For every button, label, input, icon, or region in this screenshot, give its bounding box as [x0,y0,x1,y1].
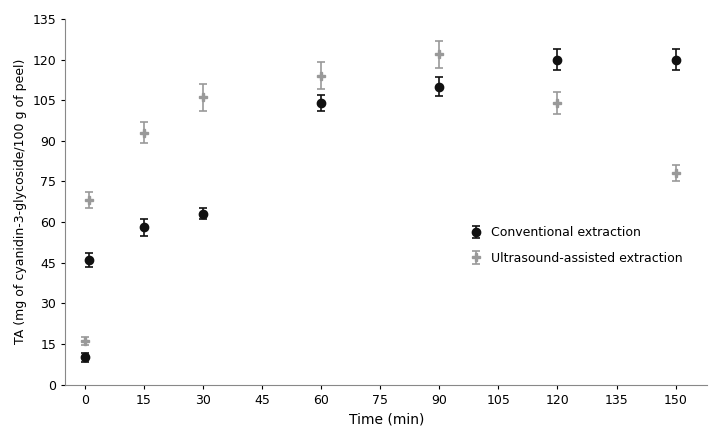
X-axis label: Time (min): Time (min) [348,412,424,426]
Legend: Conventional extraction, Ultrasound-assisted extraction: Conventional extraction, Ultrasound-assi… [459,221,688,270]
Y-axis label: TA (mg of cyanidin-3-glycoside/100 g of peel): TA (mg of cyanidin-3-glycoside/100 g of … [14,59,27,345]
